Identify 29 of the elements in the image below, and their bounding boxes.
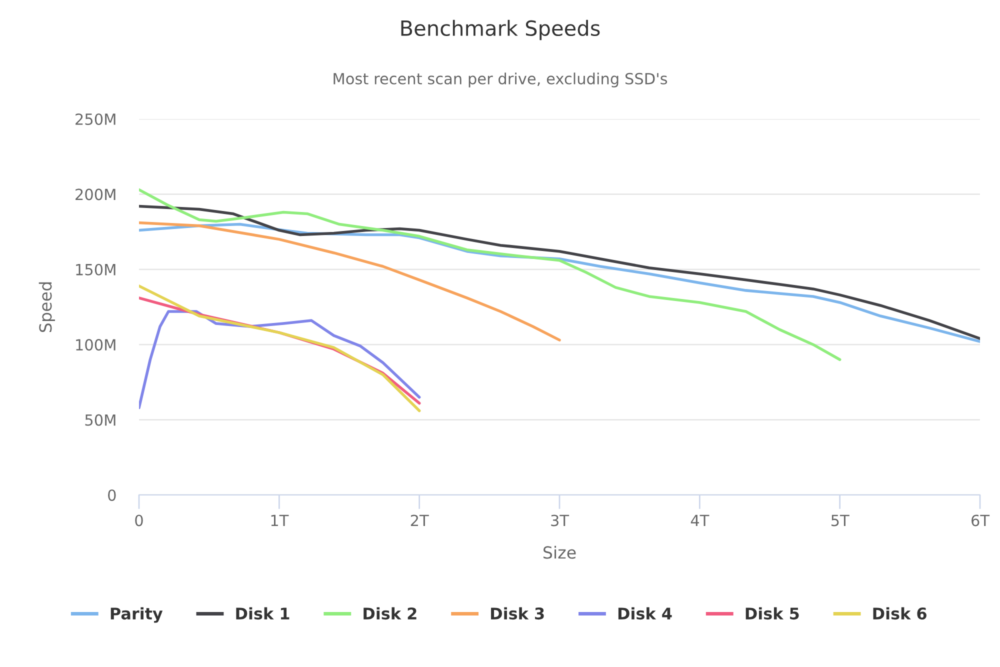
chart-title: Benchmark Speeds — [401, 20, 600, 40]
y-tick-label: 250M — [76, 113, 116, 126]
legend-label: Disk 5 — [746, 607, 799, 620]
x-axis-title: Size — [543, 546, 576, 559]
line-series — [139, 284, 421, 412]
line-series — [139, 188, 842, 362]
legend-label: Disk 1 — [236, 607, 290, 620]
y-tick-label: 150M — [76, 264, 116, 276]
y-tick-label: 0 — [108, 489, 116, 501]
x-tick-label: 6T — [972, 514, 990, 526]
x-tick-label: 0 — [135, 514, 143, 526]
chart-subtitle: Most recent scan per drive, excluding SSD's — [334, 72, 668, 88]
x-tick-label: 4T — [690, 514, 710, 526]
y-tick-label: 100M — [76, 339, 116, 351]
x-tick-label: 3T — [551, 514, 570, 526]
y-axis-title: Speed — [38, 282, 55, 332]
legend-label: Parity — [110, 607, 163, 623]
y-tick-label: 200M — [76, 188, 116, 200]
line-series — [139, 204, 980, 340]
line-series — [139, 310, 421, 410]
legend-label: Disk 6 — [873, 607, 926, 620]
legend-label: Disk 3 — [491, 607, 544, 620]
x-tick-label: 5T — [831, 514, 850, 526]
legend-label: Disk 4 — [618, 607, 672, 620]
line-series — [139, 221, 561, 342]
x-tick-label: 1T — [271, 514, 289, 526]
legend-label: Disk 2 — [364, 607, 416, 620]
y-tick-label: 50M — [85, 414, 116, 426]
x-tick-label: 2T — [410, 514, 429, 526]
